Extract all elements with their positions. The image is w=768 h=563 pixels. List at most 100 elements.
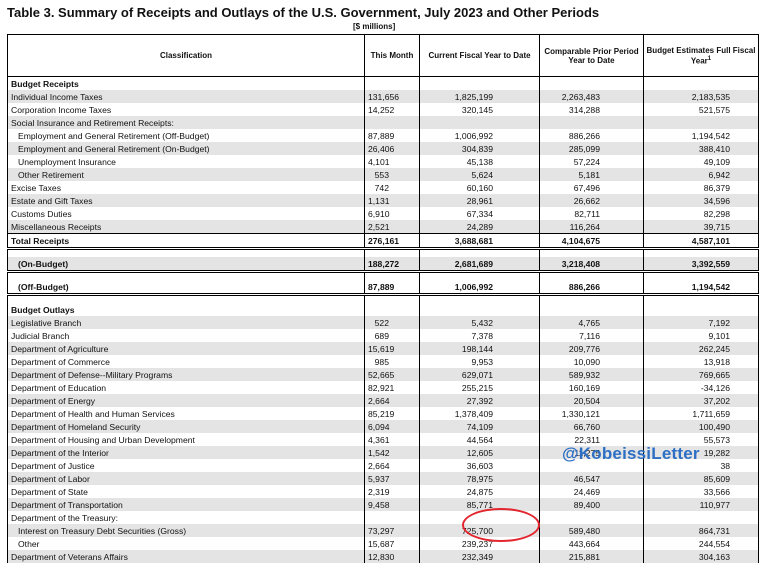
cell-prior: 1,330,121 — [540, 407, 644, 420]
cell-prior: 57,224 — [540, 155, 644, 168]
cell-fytd: 67,334 — [420, 207, 540, 220]
cell-fytd: 27,392 — [420, 394, 540, 407]
spacer-row — [8, 249, 759, 258]
table-title: Table 3. Summary of Receipts and Outlays… — [7, 5, 599, 20]
row-label: Department of Homeland Security — [8, 420, 365, 433]
cell-budget: 4,587,101 — [644, 234, 759, 249]
row-label: Excise Taxes — [8, 181, 365, 194]
cell-fytd: 74,109 — [420, 420, 540, 433]
cell-prior: 285,099 — [540, 142, 644, 155]
cell-budget: 82,298 — [644, 207, 759, 220]
row-label: (Off-Budget) — [8, 280, 365, 295]
cell-prior: 443,664 — [540, 537, 644, 550]
cell-prior: 20,504 — [540, 394, 644, 407]
row-label: Department of Health and Human Services — [8, 407, 365, 420]
cell-budget: 1,194,542 — [644, 280, 759, 295]
row-label: Department of Labor — [8, 472, 365, 485]
cell-this-month: 82,921 — [365, 381, 420, 394]
cell-prior — [540, 77, 644, 91]
cell-fytd — [420, 295, 540, 304]
cell-fytd: 78,975 — [420, 472, 540, 485]
cell-this-month: 9,458 — [365, 498, 420, 511]
summary-table: Classification This Month Current Fiscal… — [7, 34, 759, 563]
cell-this-month — [365, 77, 420, 91]
row-label: Other — [8, 537, 365, 550]
row-label: Department of Transportation — [8, 498, 365, 511]
cell-budget: 244,554 — [644, 537, 759, 550]
cell-fytd: 1,378,409 — [420, 407, 540, 420]
cell-fytd: 5,432 — [420, 316, 540, 329]
cell-fytd: 36,603 — [420, 459, 540, 472]
cell-budget: 86,379 — [644, 181, 759, 194]
cell-this-month — [365, 249, 420, 258]
cell-prior: 89,400 — [540, 498, 644, 511]
cell-fytd — [420, 272, 540, 281]
cell-prior — [540, 249, 644, 258]
header-budget: Budget Estimates Full Fiscal Year1 — [644, 35, 759, 77]
cell-this-month: 14,252 — [365, 103, 420, 116]
cell-budget: 2,183,535 — [644, 90, 759, 103]
row-label — [8, 295, 365, 304]
row-label: Department of Education — [8, 381, 365, 394]
cell-this-month: 85,219 — [365, 407, 420, 420]
cell-budget: 49,109 — [644, 155, 759, 168]
cell-fytd: 2,681,689 — [420, 257, 540, 272]
cell-budget: 3,392,559 — [644, 257, 759, 272]
header-prior: Comparable Prior Period Year to Date — [540, 35, 644, 77]
row-label: Department of Commerce — [8, 355, 365, 368]
cell-budget: 34,596 — [644, 194, 759, 207]
cell-budget — [644, 295, 759, 304]
cell-fytd: 12,605 — [420, 446, 540, 459]
row-label: Department of Energy — [8, 394, 365, 407]
cell-this-month: 87,889 — [365, 129, 420, 142]
cell-this-month — [365, 116, 420, 129]
cell-prior: 3,218,408 — [540, 257, 644, 272]
cell-this-month: 689 — [365, 329, 420, 342]
cell-fytd: 232,349 — [420, 550, 540, 563]
cell-prior: 24,469 — [540, 485, 644, 498]
header-fytd: Current Fiscal Year to Date — [420, 35, 540, 77]
cell-prior: 46,547 — [540, 472, 644, 485]
cell-budget: -34,126 — [644, 381, 759, 394]
cell-prior: 67,496 — [540, 181, 644, 194]
cell-this-month: 4,361 — [365, 433, 420, 446]
row-label: Department of Housing and Urban Developm… — [8, 433, 365, 446]
cell-this-month: 1,131 — [365, 194, 420, 207]
cell-fytd: 1,006,992 — [420, 129, 540, 142]
cell-fytd: 3,688,681 — [420, 234, 540, 249]
row-label — [8, 272, 365, 281]
row-label: Judicial Branch — [8, 329, 365, 342]
cell-prior: 26,662 — [540, 194, 644, 207]
row-label: Total Receipts — [8, 234, 365, 249]
cell-fytd: 5,624 — [420, 168, 540, 181]
header-budget-footnote: 1 — [708, 56, 711, 62]
cell-this-month: 52,665 — [365, 368, 420, 381]
cell-budget: 7,192 — [644, 316, 759, 329]
cell-fytd: 28,961 — [420, 194, 540, 207]
cell-fytd: 1,825,199 — [420, 90, 540, 103]
table-row: Employment and General Retirement (Off-B… — [8, 129, 759, 142]
section-row: Budget Receipts — [8, 77, 759, 91]
cell-budget: 388,410 — [644, 142, 759, 155]
row-label: Department of the Interior — [8, 446, 365, 459]
cell-fytd: 24,289 — [420, 220, 540, 234]
cell-this-month: 131,656 — [365, 90, 420, 103]
row-label: Department of Agriculture — [8, 342, 365, 355]
cell-this-month: 73,297 — [365, 524, 420, 537]
row-label: Department of Defense--Military Programs — [8, 368, 365, 381]
cell-budget: 9,101 — [644, 329, 759, 342]
cell-this-month: 26,406 — [365, 142, 420, 155]
cell-prior: 5,181 — [540, 168, 644, 181]
cell-fytd — [420, 249, 540, 258]
